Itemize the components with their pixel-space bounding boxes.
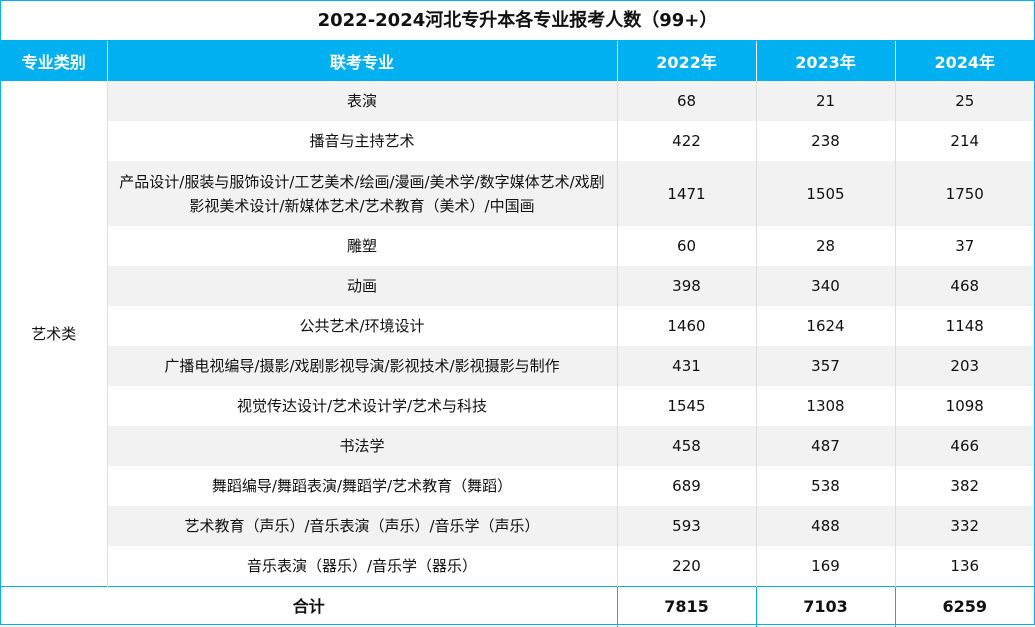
major-cell: 艺术教育（声乐）/音乐表演（声乐）/音乐学（声乐） [107, 506, 617, 546]
count-y2023: 169 [756, 546, 895, 587]
total-2024: 6259 [895, 587, 1034, 627]
major-cell: 书法学 [107, 426, 617, 466]
count-y2024: 1148 [895, 306, 1034, 346]
major-cell: 广播电视编导/摄影/戏剧影视导演/影视技术/影视摄影与制作 [107, 346, 617, 386]
major-cell: 动画 [107, 266, 617, 306]
count-y2022: 431 [617, 346, 756, 386]
count-y2023: 487 [756, 426, 895, 466]
count-y2024: 1098 [895, 386, 1034, 426]
count-y2024: 466 [895, 426, 1034, 466]
count-y2022: 68 [617, 81, 756, 121]
count-y2024: 1750 [895, 161, 1034, 226]
major-cell: 舞蹈编导/舞蹈表演/舞蹈学/艺术教育（舞蹈） [107, 466, 617, 506]
count-y2023: 1624 [756, 306, 895, 346]
count-y2024: 203 [895, 346, 1034, 386]
count-y2023: 1308 [756, 386, 895, 426]
count-y2024: 382 [895, 466, 1034, 506]
count-y2022: 689 [617, 466, 756, 506]
count-y2022: 422 [617, 121, 756, 161]
major-cell: 产品设计/服装与服饰设计/工艺美术/绘画/漫画/美术学/数字媒体艺术/戏剧影视美… [107, 161, 617, 226]
total-2022: 7815 [617, 587, 756, 627]
count-y2022: 60 [617, 226, 756, 266]
total-row: 合计 7815 7103 6259 [1, 587, 1034, 627]
count-y2023: 28 [756, 226, 895, 266]
major-cell: 视觉传达设计/艺术设计学/艺术与科技 [107, 386, 617, 426]
count-y2022: 398 [617, 266, 756, 306]
table-row: 产品设计/服装与服饰设计/工艺美术/绘画/漫画/美术学/数字媒体艺术/戏剧影视美… [1, 161, 1034, 226]
count-y2022: 593 [617, 506, 756, 546]
count-y2023: 1505 [756, 161, 895, 226]
count-y2022: 1545 [617, 386, 756, 426]
table-title: 2022-2024河北专升本各专业报考人数（99+） [1, 1, 1034, 41]
major-cell: 公共艺术/环境设计 [107, 306, 617, 346]
count-y2023: 340 [756, 266, 895, 306]
header-row: 专业类别 联考专业 2022年 2023年 2024年 [1, 41, 1034, 81]
category-cell: 艺术类 [1, 81, 107, 587]
count-y2024: 214 [895, 121, 1034, 161]
major-cell: 雕塑 [107, 226, 617, 266]
major-cell: 音乐表演（器乐）/音乐学（器乐） [107, 546, 617, 587]
count-y2024: 25 [895, 81, 1034, 121]
count-y2023: 238 [756, 121, 895, 161]
header-2023: 2023年 [756, 41, 895, 81]
header-major: 联考专业 [107, 41, 617, 81]
count-y2023: 357 [756, 346, 895, 386]
header-category: 专业类别 [1, 41, 107, 81]
count-y2024: 37 [895, 226, 1034, 266]
count-y2022: 458 [617, 426, 756, 466]
count-y2022: 1471 [617, 161, 756, 226]
header-2024: 2024年 [895, 41, 1034, 81]
count-y2023: 488 [756, 506, 895, 546]
count-y2022: 220 [617, 546, 756, 587]
count-y2023: 538 [756, 466, 895, 506]
count-y2024: 332 [895, 506, 1034, 546]
major-cell: 表演 [107, 81, 617, 121]
count-y2024: 468 [895, 266, 1034, 306]
major-cell: 播音与主持艺术 [107, 121, 617, 161]
total-2023: 7103 [756, 587, 895, 627]
header-2022: 2022年 [617, 41, 756, 81]
count-y2023: 21 [756, 81, 895, 121]
count-y2024: 136 [895, 546, 1034, 587]
total-label: 合计 [1, 587, 617, 627]
count-y2022: 1460 [617, 306, 756, 346]
